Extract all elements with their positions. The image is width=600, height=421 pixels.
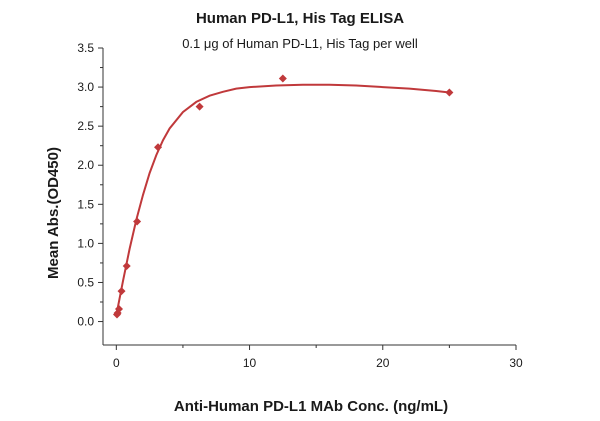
data-point	[117, 287, 126, 296]
y-tick-label: 0.0	[77, 315, 94, 329]
x-tick-label: 10	[243, 356, 257, 370]
data-point	[445, 88, 454, 97]
chart-title: Human PD-L1, His Tag ELISA	[195, 10, 405, 27]
data-point	[114, 305, 123, 314]
y-tick-label: 3.0	[77, 80, 94, 94]
y-tick-label: 3.5	[77, 41, 94, 55]
y-tick-label: 2.0	[77, 158, 94, 172]
x-tick-label: 30	[509, 356, 523, 370]
y-tick-label: 1.0	[77, 236, 94, 250]
ticks: 0.0 0.5 1.0 1.5 2.0 2.5 3.0 3.5 0 10 20 30	[77, 41, 523, 370]
y-tick-label: 1.5	[77, 197, 94, 211]
x-tick-label: 0	[113, 356, 120, 370]
fit-curve	[115, 83, 450, 316]
chart-subtitle: 0.1 μg of Human PD-L1, His Tag per well	[182, 36, 418, 51]
data-points	[112, 74, 454, 319]
data-point	[154, 143, 163, 152]
data-point	[195, 102, 204, 111]
y-axis-title: Mean Abs.(OD450)	[45, 147, 62, 279]
data-point	[133, 217, 142, 226]
data-point	[278, 74, 287, 83]
y-tick-label: 0.5	[77, 275, 94, 289]
x-axis-title: Anti-Human PD-L1 MAb Conc. (ng/mL)	[174, 398, 448, 415]
x-tick-label: 20	[376, 356, 390, 370]
data-point	[122, 262, 131, 271]
y-tick-label: 2.5	[77, 119, 94, 133]
axes	[102, 48, 516, 346]
